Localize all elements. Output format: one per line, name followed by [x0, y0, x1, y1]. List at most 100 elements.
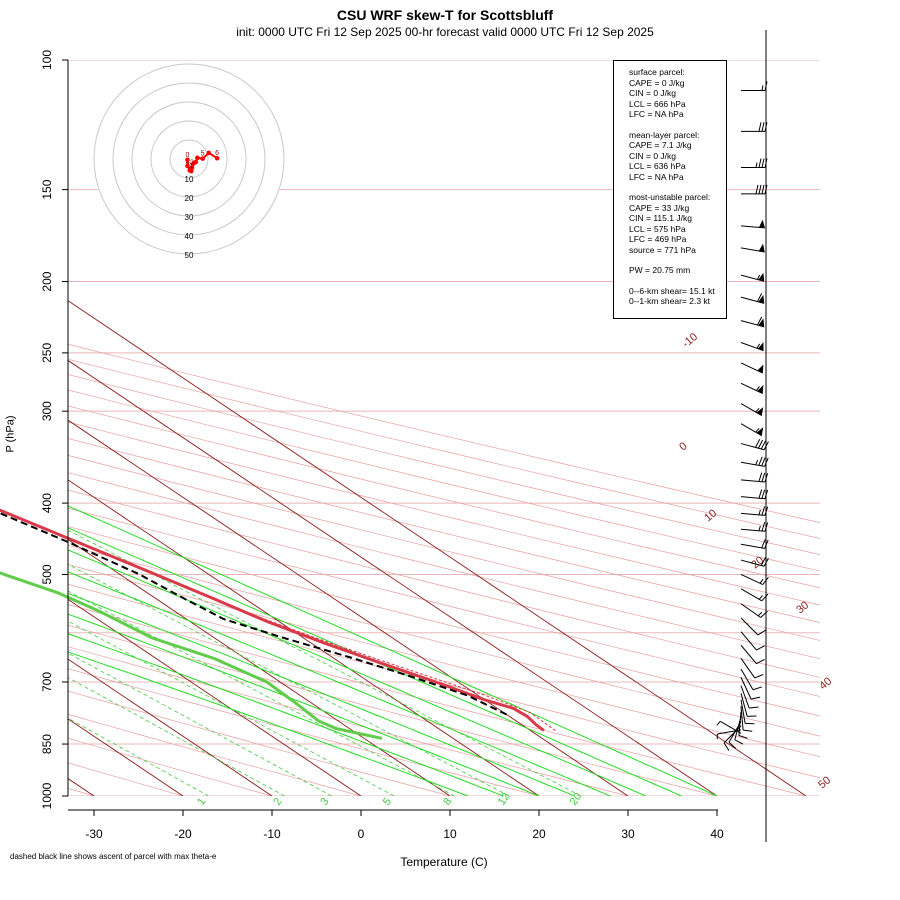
wind-barb-full — [757, 629, 767, 636]
wind-barb-full — [758, 184, 762, 194]
moist-adiabat-line — [68, 505, 718, 796]
wind-barb-staff — [740, 603, 761, 618]
chart-title: CSU WRF skew-T for Scottsbluff — [336, 7, 554, 23]
hodograph-ring-label: 50 — [185, 251, 194, 260]
wind-barb-full — [734, 739, 744, 745]
wind-barb — [740, 382, 764, 394]
wind-barb-full — [751, 696, 761, 700]
mixing-ratio-label: 1 — [195, 796, 208, 808]
wind-barb-full — [755, 439, 761, 448]
wind-barb-full — [723, 742, 730, 751]
x-tick-label: -20 — [174, 827, 192, 841]
wind-barb-full — [761, 506, 766, 516]
hodograph-ring — [93, 63, 285, 255]
wind-barb-staff — [740, 631, 757, 651]
dry-adiabat-line — [68, 583, 820, 779]
dry-adiabat-line — [68, 438, 820, 623]
x-tick-label: 10 — [443, 827, 457, 841]
isotherm-label: 40 — [817, 675, 834, 692]
mu-parcel-header: most-unstable parcel: — [629, 192, 711, 202]
wind-barb — [740, 557, 769, 567]
wind-barb-half — [716, 733, 718, 740]
mixing-ratio-label: 3 — [318, 796, 331, 808]
x-tick-label: 0 — [358, 827, 365, 841]
surface-lcl: LCL = 666 hPa — [629, 98, 686, 109]
wind-barb-full — [756, 658, 765, 665]
hodograph-ring-label: 20 — [185, 194, 194, 203]
hodograph-ring — [169, 139, 209, 179]
wind-barb — [740, 644, 765, 665]
wind-barb-full — [745, 722, 755, 725]
wind-barb-flag — [758, 219, 765, 228]
wind-barb-flag — [756, 407, 764, 416]
wind-barb — [741, 81, 768, 91]
isotherm-line — [68, 419, 629, 796]
wind-barb-half — [756, 343, 761, 349]
wind-barb — [716, 720, 742, 734]
wind-barb-full — [760, 557, 766, 566]
wind-barb-half — [759, 578, 764, 584]
y-tick-label: 700 — [40, 672, 54, 692]
wind-barb-staff — [740, 658, 756, 679]
dry-adiabat-line — [68, 713, 362, 796]
wind-barb-flag — [757, 364, 764, 374]
wind-barb-half — [757, 611, 763, 617]
wind-barb-full — [743, 729, 753, 732]
wind-barb-full — [764, 457, 769, 467]
background-lines — [68, 60, 820, 796]
wind-barb — [740, 293, 765, 304]
wind-barb-staff — [740, 677, 752, 700]
dry-adiabat-line — [68, 624, 718, 796]
wind-barb-full — [764, 122, 768, 132]
wind-barb — [740, 456, 769, 467]
y-tick-label: 1000 — [40, 782, 54, 809]
wind-barb — [740, 539, 769, 549]
wind-barb-full — [761, 122, 765, 132]
wind-barb — [740, 219, 765, 229]
wind-barb-full — [761, 184, 765, 194]
hodograph-point-label: 5 — [201, 151, 205, 158]
isotherm-line — [68, 718, 184, 796]
wind-barb — [740, 342, 764, 352]
hodograph-point-label: 1 — [189, 163, 193, 170]
wind-barb-full — [752, 686, 762, 691]
wind-barb-flag — [757, 342, 764, 351]
moist-adiabat-line — [68, 651, 468, 796]
x-tick-label: 40 — [710, 827, 724, 841]
y-tick-label: 400 — [40, 493, 54, 513]
moist-adiabat-line — [68, 527, 682, 796]
wind-barb — [734, 716, 744, 745]
isotherm-line — [68, 360, 718, 796]
wind-barb — [740, 472, 769, 483]
wind-barb-full — [757, 439, 764, 449]
wind-barb-full — [761, 539, 766, 549]
wind-barb — [740, 685, 759, 709]
isotherm-line — [68, 658, 273, 796]
mixing-ratio-label: 2 — [271, 796, 284, 808]
wind-barb-flag — [757, 384, 764, 394]
hodograph: 10203040506531020 — [93, 63, 285, 260]
isotherm-label: 30 — [794, 599, 811, 616]
wind-barb — [740, 439, 769, 451]
wind-barb — [740, 603, 768, 618]
wind-barb-staff — [719, 720, 742, 734]
mixed-lcl: LCL = 636 hPa — [629, 161, 686, 171]
moist-adiabat-line — [68, 571, 611, 796]
wind-barb — [740, 631, 765, 651]
wind-barb-staff — [740, 362, 763, 374]
wind-barb — [740, 699, 755, 725]
x-axis-label: Temperature (C) — [400, 855, 488, 869]
wind-barb-full — [764, 506, 769, 516]
y-tick-label: 200 — [40, 271, 54, 291]
dry-adiabat-line — [68, 668, 540, 796]
hodograph-point — [214, 155, 220, 161]
hodograph-point — [185, 157, 190, 163]
dry-adiabat-line — [68, 489, 820, 678]
wind-barb-full — [764, 489, 769, 499]
isotherm-label: 50 — [816, 774, 833, 791]
isotherm-label: 10 — [702, 507, 719, 524]
wind-barb-full — [764, 522, 769, 532]
hodograph-point-label: 6 — [215, 150, 219, 157]
wind-barb — [740, 522, 769, 532]
